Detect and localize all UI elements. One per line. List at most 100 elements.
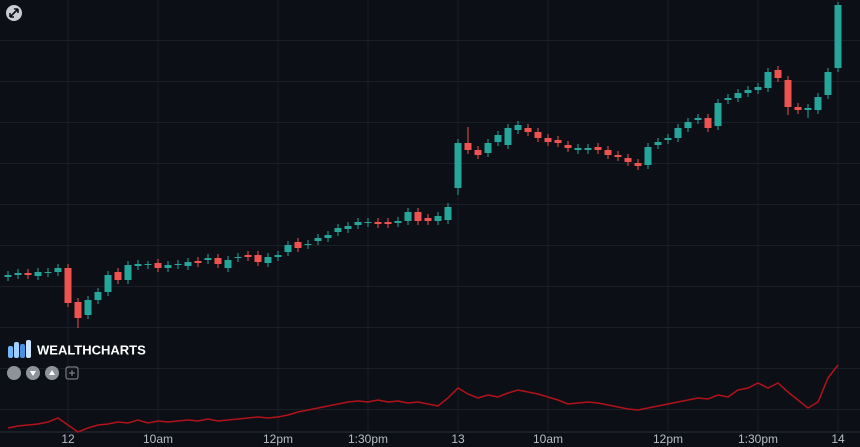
- candle-body: [594, 147, 602, 150]
- candle-body: [694, 118, 702, 120]
- candle-body: [424, 218, 432, 221]
- candle-body: [114, 272, 122, 280]
- candle-body: [454, 143, 462, 188]
- candle-body: [294, 242, 302, 248]
- candle-body: [634, 163, 642, 166]
- candle-body: [624, 158, 632, 162]
- candle-body: [724, 98, 732, 100]
- candle-body: [644, 147, 652, 165]
- candle-body: [604, 150, 612, 155]
- candle-body: [464, 143, 472, 150]
- candle-body: [514, 125, 522, 130]
- candle-body: [554, 140, 562, 143]
- candle-body: [374, 222, 382, 224]
- candle-body: [814, 97, 822, 110]
- candle-body: [674, 128, 682, 138]
- candle-body: [824, 72, 832, 95]
- candle-body: [784, 80, 792, 107]
- candle-body: [174, 264, 182, 265]
- x-tick-label: 12: [61, 432, 75, 446]
- candle-body: [254, 255, 262, 262]
- candle-body: [94, 292, 102, 300]
- candle-body: [714, 103, 722, 126]
- candle-body: [104, 275, 112, 292]
- expand-button[interactable]: [6, 5, 22, 21]
- candle-body: [384, 222, 392, 224]
- candle-body: [214, 258, 222, 264]
- x-tick-label: 1:30pm: [348, 432, 388, 446]
- candle-body: [264, 257, 272, 263]
- candle-body: [664, 138, 672, 140]
- candle-body: [474, 150, 482, 155]
- candle-body: [544, 138, 552, 142]
- candle-body: [334, 228, 342, 232]
- x-tick-label: 13: [451, 432, 465, 446]
- candle-body: [614, 155, 622, 157]
- candle-body: [184, 262, 192, 266]
- candle-body: [654, 142, 662, 145]
- candle-body: [34, 272, 42, 276]
- candle-body: [734, 93, 742, 98]
- candle-body: [74, 302, 82, 318]
- candle-body: [24, 273, 32, 275]
- x-tick-label: 12pm: [653, 432, 683, 446]
- indicator-line: [7, 364, 839, 433]
- candle-body: [344, 226, 352, 229]
- candle-body: [774, 70, 782, 78]
- x-tick-label: 1:30pm: [738, 432, 778, 446]
- candle-body: [244, 255, 252, 257]
- logo-icon: [8, 340, 31, 358]
- candle-body: [324, 235, 332, 238]
- candle-body: [54, 268, 62, 272]
- candle-body: [364, 222, 372, 223]
- candle-body: [234, 257, 242, 258]
- candle-body: [574, 148, 582, 150]
- candle-body: [274, 255, 282, 257]
- candle-body: [534, 132, 542, 138]
- candle-body: [524, 128, 532, 132]
- candle-body: [404, 212, 412, 221]
- candle-body: [484, 143, 492, 153]
- candle-body: [584, 148, 592, 150]
- candle-body: [754, 87, 762, 90]
- candle-body: [704, 118, 712, 128]
- x-tick-label: 14: [831, 432, 845, 446]
- candle-body: [134, 264, 142, 266]
- candle-body: [84, 300, 92, 315]
- candle-body: [304, 244, 312, 245]
- candle-body: [124, 265, 132, 280]
- candle-body: [284, 245, 292, 252]
- candle-body: [684, 122, 692, 128]
- candle-body: [504, 128, 512, 145]
- toolbar-buttons[interactable]: [7, 366, 79, 380]
- candle-body: [354, 222, 362, 225]
- candle-body: [444, 207, 452, 220]
- candle-body: [204, 258, 212, 260]
- candle-body: [154, 263, 162, 268]
- candle-body: [804, 108, 812, 110]
- candle-body: [224, 260, 232, 268]
- candle-body: [144, 264, 152, 265]
- candle-body: [44, 272, 52, 273]
- candle-body: [434, 216, 442, 221]
- x-tick-label: 10am: [533, 432, 563, 446]
- candle-body: [64, 268, 72, 303]
- candle-body: [314, 238, 322, 241]
- candle-body: [744, 90, 752, 93]
- candle-body: [564, 145, 572, 148]
- candle-body: [394, 221, 402, 223]
- x-tick-label: 12pm: [263, 432, 293, 446]
- candle-body: [414, 212, 422, 221]
- candle-body: [14, 273, 22, 275]
- candle-body: [494, 135, 502, 142]
- candle-body: [164, 265, 172, 268]
- candle-body: [4, 275, 12, 277]
- brand-logo: WEALTHCHARTS: [37, 342, 146, 357]
- candle-body: [194, 261, 202, 263]
- candle-body: [834, 5, 842, 68]
- x-tick-label: 10am: [143, 432, 173, 446]
- candle-body: [794, 107, 802, 110]
- candle-body: [764, 72, 772, 88]
